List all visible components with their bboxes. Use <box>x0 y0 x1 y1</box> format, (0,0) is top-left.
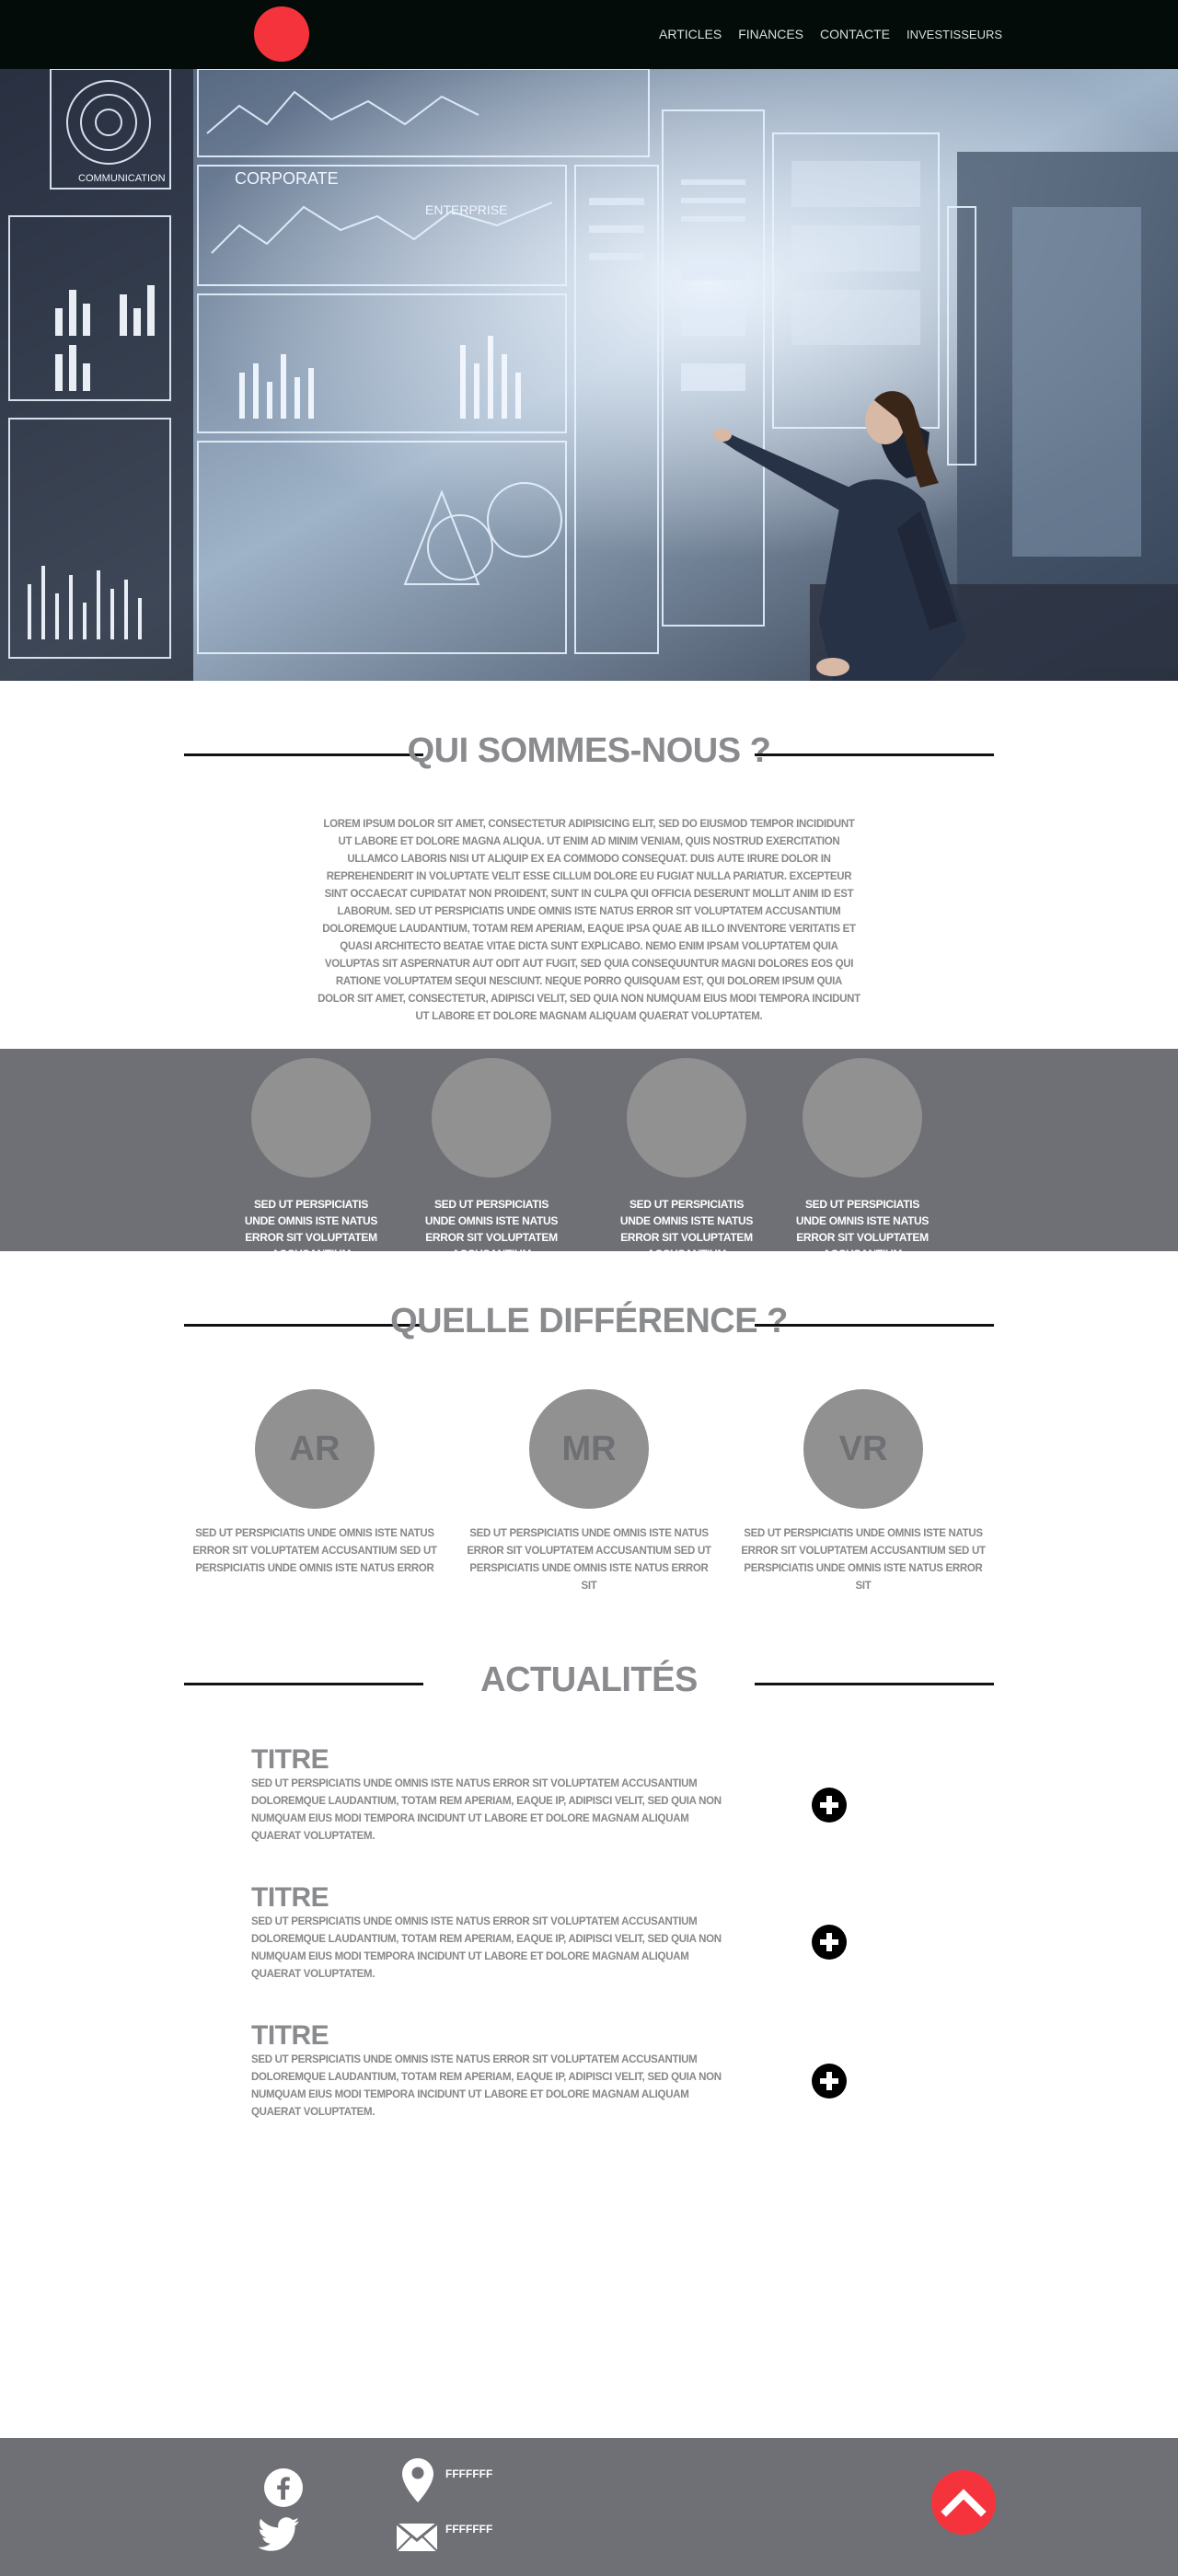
footer-email-text: FFFFFFF <box>445 2523 493 2536</box>
hero-label-enterprise: ENTERPRISE <box>425 202 507 217</box>
about-title: QUI SOMMES-NOUS ? <box>407 731 771 770</box>
heading-line-right <box>755 1324 994 1327</box>
heading-line-left <box>184 753 423 756</box>
team-member: SED UT PERSPICIATIS UNDE OMNIS ISTE NATU… <box>422 1058 560 1262</box>
chevron-up-icon <box>941 2489 987 2517</box>
difference-badge: MR <box>529 1389 649 1509</box>
avatar <box>251 1058 371 1178</box>
hero-image: COMMUNICATION CORPORATE ENTERPRISE <box>0 69 1178 681</box>
expand-news-button[interactable] <box>812 1788 847 1823</box>
about-text: LOREM IPSUM DOLOR SIT AMET, CONSECTETUR … <box>318 819 860 1022</box>
avatar <box>627 1058 746 1178</box>
difference-badge: VR <box>803 1389 923 1509</box>
heading-line-left <box>184 1324 423 1327</box>
top-navbar: ARTICLES FINANCES CONTACTE INVESTISSEURS <box>0 0 1178 69</box>
news-item-body: SED UT PERSPICIATIS UNDE OMNIS ISTE NATU… <box>251 1916 722 1980</box>
footer: FFFFFFF FFFFFFF <box>0 2438 1178 2576</box>
about-heading: QUI SOMMES-NOUS ? <box>184 731 994 777</box>
nav-link-contacte[interactable]: CONTACTE <box>820 27 890 41</box>
expand-news-button[interactable] <box>812 1925 847 1960</box>
news-item-title: TITRE <box>251 1882 329 1913</box>
team-section: SED UT PERSPICIATIS UNDE OMNIS ISTE NATU… <box>0 1049 1178 1260</box>
nav-link-articles[interactable]: ARTICLES <box>659 27 722 41</box>
news-item: TITRE SED UT PERSPICIATIS UNDE OMNIS IST… <box>251 2022 730 2122</box>
heading-line-left <box>184 1683 423 1685</box>
team-caption: SED UT PERSPICIATIS UNDE OMNIS ISTE NATU… <box>619 1198 754 1260</box>
facebook-icon[interactable] <box>263 2467 304 2508</box>
news-item: TITRE SED UT PERSPICIATIS UNDE OMNIS IST… <box>251 1746 730 1846</box>
team-caption: SED UT PERSPICIATIS UNDE OMNIS ISTE NATU… <box>424 1198 559 1260</box>
team-member: SED UT PERSPICIATIS UNDE OMNIS ISTE NATU… <box>793 1058 931 1262</box>
news-title: ACTUALITÉS <box>480 1661 698 1699</box>
difference-text: SED UT PERSPICIATIS UNDE OMNIS ISTE NATU… <box>192 1528 437 1574</box>
difference-title: QUELLE DIFFÉRENCE ? <box>390 1302 788 1340</box>
news-item-title: TITRE <box>251 2020 329 2051</box>
difference-text: SED UT PERSPICIATIS UNDE OMNIS ISTE NATU… <box>741 1528 986 1592</box>
nav-link-investisseurs[interactable]: INVESTISSEURS <box>906 27 1003 41</box>
site-logo[interactable] <box>254 6 309 62</box>
news-item-title: TITRE <box>251 1744 329 1775</box>
mail-icon[interactable] <box>396 2523 438 2552</box>
team-caption: SED UT PERSPICIATIS UNDE OMNIS ISTE NATU… <box>795 1198 930 1260</box>
heading-line-right <box>755 753 994 756</box>
nav-link-finances[interactable]: FINANCES <box>738 27 804 41</box>
difference-heading: QUELLE DIFFÉRENCE ? <box>184 1302 994 1348</box>
news-heading: ACTUALITÉS <box>184 1661 994 1707</box>
hero-label-communication: COMMUNICATION <box>78 173 166 184</box>
difference-item-mr: MR SED UT PERSPICIATIS UNDE OMNIS ISTE N… <box>464 1389 714 1595</box>
difference-item-vr: VR SED UT PERSPICIATIS UNDE OMNIS ISTE N… <box>738 1389 988 1595</box>
team-caption: SED UT PERSPICIATIS UNDE OMNIS ISTE NATU… <box>244 1198 378 1260</box>
difference-text: SED UT PERSPICIATIS UNDE OMNIS ISTE NATU… <box>467 1528 711 1592</box>
woman-figure <box>713 391 966 681</box>
twitter-icon[interactable] <box>258 2517 300 2552</box>
difference-badge: AR <box>255 1389 375 1509</box>
news-item: TITRE SED UT PERSPICIATIS UNDE OMNIS IST… <box>251 1884 730 1984</box>
news-item-body: SED UT PERSPICIATIS UNDE OMNIS ISTE NATU… <box>251 2054 722 2118</box>
team-member: SED UT PERSPICIATIS UNDE OMNIS ISTE NATU… <box>242 1058 380 1262</box>
location-pin-icon <box>402 2458 433 2502</box>
back-to-top-button[interactable] <box>931 2470 996 2535</box>
nav-menu: ARTICLES FINANCES CONTACTE INVESTISSEURS <box>659 22 1019 46</box>
footer-location-text: FFFFFFF <box>445 2467 493 2480</box>
hero-label-corporate: CORPORATE <box>235 169 339 188</box>
avatar <box>432 1058 551 1178</box>
difference-item-ar: AR SED UT PERSPICIATIS UNDE OMNIS ISTE N… <box>190 1389 440 1578</box>
news-item-body: SED UT PERSPICIATIS UNDE OMNIS ISTE NATU… <box>251 1778 722 1842</box>
hero-illustration: COMMUNICATION CORPORATE ENTERPRISE <box>0 69 1178 681</box>
expand-news-button[interactable] <box>812 2064 847 2099</box>
avatar <box>803 1058 922 1178</box>
team-member: SED UT PERSPICIATIS UNDE OMNIS ISTE NATU… <box>618 1058 756 1262</box>
heading-line-right <box>755 1683 994 1685</box>
